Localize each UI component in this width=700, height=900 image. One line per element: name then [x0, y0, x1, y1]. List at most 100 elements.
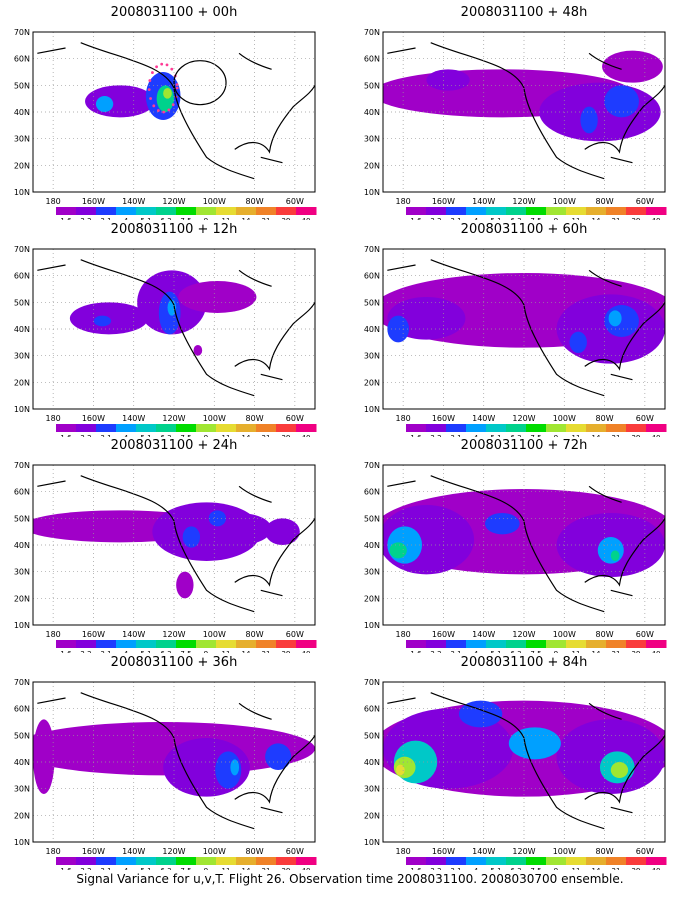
colorbar-swatch: [466, 424, 487, 432]
variance-contour: [458, 700, 503, 728]
variance-field: [383, 249, 665, 409]
variance-contour: [95, 96, 114, 112]
colorbar: 1.6 2.2 3.1 4 5.1 6.3 7.5 9 11 14 21 29 40: [406, 207, 667, 220]
y-tick-label: 30N: [14, 352, 30, 361]
colorbar-label: 14: [242, 650, 251, 653]
colorbar-swatch: [116, 640, 137, 648]
x-tick-label: 100W: [553, 847, 576, 856]
x-tick-label: 160W: [82, 847, 105, 856]
variance-contour: [610, 550, 620, 561]
colorbar-swatch: [136, 857, 157, 865]
colorbar-swatch: [296, 207, 317, 215]
colorbar-swatch: [406, 857, 427, 865]
x-tick-label: 120W: [512, 414, 535, 423]
y-tick-label: 60N: [14, 272, 30, 281]
variance-contour: [426, 69, 470, 91]
variance-field: [383, 682, 665, 842]
colorbar-label: 3.1: [100, 434, 111, 437]
colorbar-label: 1.6: [410, 650, 422, 653]
y-tick-label: 20N: [364, 811, 380, 820]
map-frame: [32, 31, 316, 193]
map-chart: 10N 20N 30N 40N 50N 60N 70N 180 160W 140W 120W 100W…: [14, 245, 317, 437]
observation-dot: [167, 108, 171, 112]
colorbar-swatch: [176, 857, 197, 865]
colorbar-label: 9: [554, 650, 558, 653]
colorbar-label: 3.1: [450, 434, 461, 437]
colorbar-swatch: [296, 857, 317, 865]
panel-12h: 10N 20N 30N 40N 50N 60N 70N 180 160W 140W 120W 100W…: [0, 222, 320, 437]
x-tick-label: 180: [396, 630, 411, 639]
colorbar-swatch: [586, 857, 607, 865]
y-tick-label: 60N: [14, 488, 30, 497]
colorbar-label: 4: [124, 650, 129, 653]
panel-60h: 10N 20N 30N 40N 50N 60N 70N 180 160W 140W 120W 100W…: [350, 222, 670, 437]
variance-field: [383, 465, 665, 625]
colorbar-label: 6.3: [160, 217, 171, 220]
colorbar-label: 6.3: [510, 867, 521, 870]
colorbar-swatch: [76, 207, 97, 215]
colorbar-swatch: [446, 424, 467, 432]
y-tick-label: 50N: [364, 81, 380, 90]
colorbar-label: 7.5: [530, 650, 541, 653]
colorbar-swatch: [606, 857, 627, 865]
figure-caption: Signal Variance for u,v,T. Flight 26. Ob…: [76, 872, 624, 886]
colorbar-label: 5.1: [490, 434, 501, 437]
colorbar-swatch: [426, 207, 447, 215]
colorbar-label: 7.5: [180, 434, 191, 437]
colorbar-label: 21: [612, 217, 621, 220]
panel-72h: 10N 20N 30N 40N 50N 60N 70N 180 160W 140W 120W 100W…: [350, 438, 670, 653]
colorbar-swatch: [156, 424, 177, 432]
colorbar-swatch: [546, 857, 567, 865]
colorbar-label: 9: [554, 867, 558, 870]
colorbar-swatch: [406, 424, 427, 432]
colorbar: 1.6 2.2 3.1 4 5.1 6.3 7.5 9 11 14 21 29 40: [56, 424, 317, 437]
colorbar-swatch: [216, 424, 237, 432]
observation-dot: [152, 104, 156, 108]
colorbar-label: 6.3: [160, 434, 171, 437]
x-tick-label: 60W: [286, 847, 304, 856]
colorbar-label: 7.5: [530, 867, 541, 870]
colorbar-label: 11: [572, 434, 581, 437]
colorbar-swatch: [606, 424, 627, 432]
colorbar-label: 21: [262, 434, 271, 437]
colorbar-label: 14: [242, 867, 251, 870]
colorbar-label: 5.1: [490, 650, 501, 653]
colorbar-swatch: [486, 207, 507, 215]
variance-contour: [163, 88, 172, 99]
colorbar-label: 4: [474, 650, 479, 653]
variance-field: [33, 465, 315, 625]
observation-dot: [171, 103, 175, 107]
y-tick-label: 20N: [14, 161, 30, 170]
gridlines: [383, 682, 665, 842]
colorbar-label: 7.5: [180, 650, 191, 653]
colorbar-swatch: [566, 207, 587, 215]
colorbar-label: 29: [282, 217, 291, 220]
colorbar-label: 11: [572, 867, 581, 870]
map-chart: 10N 20N 30N 40N 50N 60N 70N 180 160W 140W 120W 100W…: [364, 678, 667, 870]
y-tick-label: 20N: [14, 594, 30, 603]
x-tick-label: 80W: [246, 630, 264, 639]
y-tick-label: 20N: [14, 811, 30, 820]
map-frame: [382, 31, 666, 193]
colorbar-swatch: [526, 857, 547, 865]
colorbar-label: 2.2: [430, 434, 441, 437]
colorbar-label: 6.3: [510, 434, 521, 437]
variance-contour: [178, 281, 257, 313]
colorbar-label: 4: [124, 867, 129, 870]
colorbar-label: 4: [124, 434, 129, 437]
panel-48h: 10N 20N 30N 40N 50N 60N 70N 180 160W 140W 120W 100W…: [350, 5, 670, 220]
x-tick-label: 80W: [596, 847, 614, 856]
colorbar-label: 2.2: [430, 650, 441, 653]
x-tick-label: 60W: [286, 630, 304, 639]
colorbar-label: 7.5: [530, 217, 541, 220]
x-tick-label: 100W: [203, 197, 226, 206]
x-tick-label: 100W: [553, 197, 576, 206]
colorbar-swatch: [216, 207, 237, 215]
y-tick-label: 70N: [364, 28, 380, 37]
colorbar-label: 29: [632, 434, 641, 437]
map-chart: 10N 20N 30N 40N 50N 60N 70N 180 160W 140W 120W 100W…: [14, 461, 317, 653]
x-tick-label: 60W: [286, 197, 304, 206]
x-tick-label: 80W: [596, 414, 614, 423]
colorbar-label: 1.6: [60, 217, 72, 220]
colorbar-swatch: [96, 207, 117, 215]
